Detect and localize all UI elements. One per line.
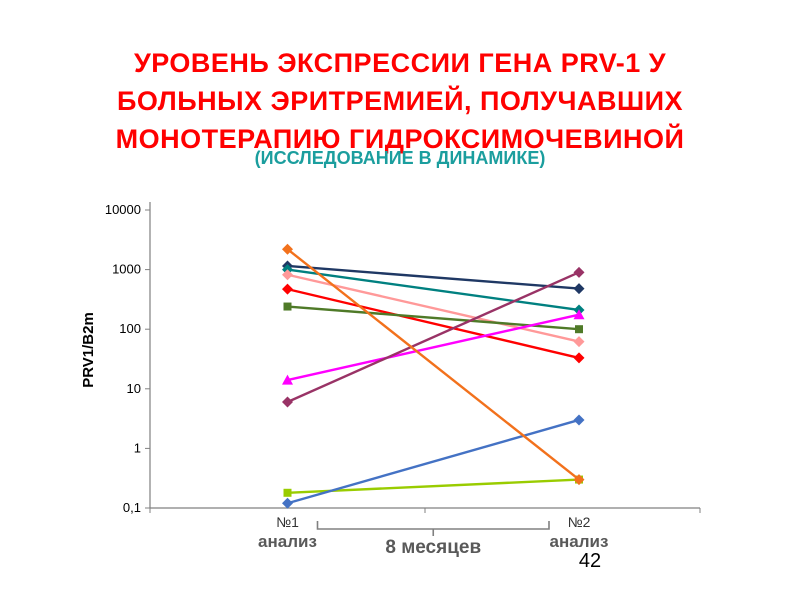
- page-number: 42: [578, 550, 602, 572]
- svg-text:10000: 10000: [105, 202, 141, 217]
- svg-text:1000: 1000: [112, 262, 141, 277]
- svg-text:анализ: анализ: [258, 532, 317, 551]
- title-line-2: БОЛЬНЫХ ЭРИТРЕМИЕЙ, ПОЛУЧАВШИХ: [117, 86, 683, 117]
- svg-text:№1: №1: [276, 514, 299, 530]
- title-line-3: МОНОТЕРАПИЮ ГИДРОКСИМОЧЕВИНОЙ: [115, 124, 685, 155]
- svg-text:№2: №2: [568, 514, 591, 530]
- svg-text:1: 1: [134, 440, 141, 455]
- svg-text:100: 100: [119, 321, 141, 336]
- prv1-expression-line-chart: 10000 1000 100 10 1 0,1 №1 №2 анализ анализ 8 меся…: [105, 202, 701, 558]
- slide-title: УРОВЕНЬ ЭКСПРЕССИИ ГЕНА PRV-1 У БОЛЬНЫХ …: [40, 44, 760, 158]
- svg-text:анализ: анализ: [550, 532, 609, 551]
- title-line-1: УРОВЕНЬ ЭКСПРЕССИИ ГЕНА PRV-1 У: [133, 48, 667, 79]
- slide-subtitle: (ИССЛЕДОВАНИЕ В ДИНАМИКЕ): [254, 148, 546, 168]
- svg-text:8 месяцев: 8 месяцев: [385, 537, 481, 558]
- svg-text:10: 10: [127, 381, 141, 396]
- svg-text:0,1: 0,1: [123, 500, 141, 515]
